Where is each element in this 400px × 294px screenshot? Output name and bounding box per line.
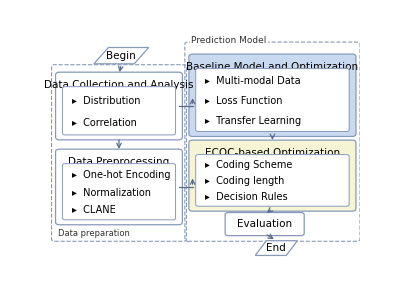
Text: ▸  Multi-modal Data: ▸ Multi-modal Data bbox=[205, 76, 301, 86]
FancyBboxPatch shape bbox=[56, 149, 182, 225]
Polygon shape bbox=[94, 48, 149, 64]
Text: Data Preprocessing: Data Preprocessing bbox=[68, 157, 170, 167]
Text: ▸  Coding Scheme: ▸ Coding Scheme bbox=[205, 160, 292, 170]
Text: Data Collection and Analysis: Data Collection and Analysis bbox=[44, 80, 194, 90]
Text: ▸  One-hot Encoding: ▸ One-hot Encoding bbox=[72, 170, 170, 180]
Text: Prediction Model: Prediction Model bbox=[191, 36, 266, 46]
Text: ▸  Transfer Learning: ▸ Transfer Learning bbox=[205, 116, 301, 126]
FancyBboxPatch shape bbox=[189, 140, 356, 211]
FancyBboxPatch shape bbox=[62, 87, 176, 135]
Text: ▸  Normalization: ▸ Normalization bbox=[72, 188, 151, 198]
Text: ▸  Distribution: ▸ Distribution bbox=[72, 96, 140, 106]
FancyBboxPatch shape bbox=[196, 69, 349, 131]
Text: Data preparation: Data preparation bbox=[58, 229, 130, 238]
FancyBboxPatch shape bbox=[189, 54, 356, 136]
Text: ▸  CLANE: ▸ CLANE bbox=[72, 205, 116, 215]
FancyBboxPatch shape bbox=[225, 213, 304, 235]
Polygon shape bbox=[255, 241, 297, 255]
FancyBboxPatch shape bbox=[56, 72, 182, 140]
Text: ▸  Coding length: ▸ Coding length bbox=[205, 176, 284, 186]
Text: Evaluation: Evaluation bbox=[237, 219, 292, 229]
Text: ▸  Loss Function: ▸ Loss Function bbox=[205, 96, 282, 106]
Text: ▸  Decision Rules: ▸ Decision Rules bbox=[205, 192, 288, 202]
Text: ▸  Correlation: ▸ Correlation bbox=[72, 118, 136, 128]
Text: Begin: Begin bbox=[106, 51, 136, 61]
FancyBboxPatch shape bbox=[196, 155, 349, 206]
Text: End: End bbox=[266, 243, 286, 253]
FancyBboxPatch shape bbox=[62, 164, 176, 220]
Text: Baseline Model and Optimization: Baseline Model and Optimization bbox=[186, 62, 358, 72]
Text: ECOC-based Optimization: ECOC-based Optimization bbox=[205, 148, 340, 158]
